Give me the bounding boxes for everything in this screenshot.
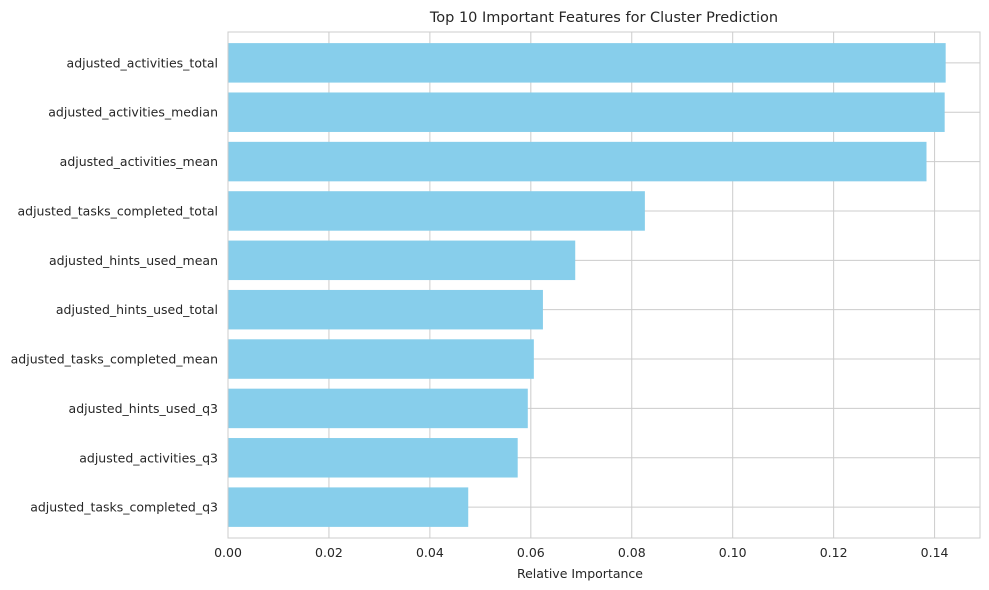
y-tick-label: adjusted_activities_median xyxy=(48,105,218,120)
x-tick-label: 0.14 xyxy=(921,545,949,560)
bar-adjusted-hints-used-q3 xyxy=(228,388,528,429)
y-tick-label: adjusted_activities_total xyxy=(67,55,218,70)
chart-title: Top 10 Important Features for Cluster Pr… xyxy=(429,10,778,26)
y-tick-label: adjusted_tasks_completed_total xyxy=(17,203,218,218)
x-tick-label: 0.12 xyxy=(820,545,848,560)
bars xyxy=(228,43,946,527)
plot-border xyxy=(227,31,981,539)
y-tick-label: adjusted_hints_used_total xyxy=(56,302,218,317)
x-tick-label: 0.06 xyxy=(517,545,545,560)
x-tick-labels: 0.00 0.02 0.04 0.06 0.08 0.10 0.12 0.14 xyxy=(214,545,948,560)
plot-frame xyxy=(227,31,981,539)
bar-adjusted-tasks-completed-q3 xyxy=(228,487,469,527)
bar-adjusted-tasks-completed-total xyxy=(228,191,645,231)
x-tick-label: 0.10 xyxy=(719,545,747,560)
y-tick-label: adjusted_activities_q3 xyxy=(79,450,218,465)
y-tick-label: adjusted_activities_mean xyxy=(60,154,218,169)
x-tick-label: 0.04 xyxy=(416,545,444,560)
x-tick-label: 0.02 xyxy=(315,545,343,560)
bar-adjusted-activities-mean xyxy=(228,141,927,182)
x-axis-title: Relative Importance xyxy=(517,566,643,581)
y-tick-label: adjusted_hints_used_mean xyxy=(49,253,218,268)
bar-adjusted-activities-median xyxy=(228,92,945,132)
y-tick-labels: adjusted_activities_total adjusted_activi… xyxy=(11,55,218,514)
bar-adjusted-tasks-completed-mean xyxy=(228,339,534,379)
bar-adjusted-hints-used-total xyxy=(228,289,543,330)
y-tick-label: adjusted_hints_used_q3 xyxy=(69,401,218,416)
x-tick-label: 0.08 xyxy=(618,545,646,560)
x-tick-label: 0.00 xyxy=(214,545,242,560)
bar-adjusted-activities-q3 xyxy=(228,438,518,478)
y-tick-label: adjusted_tasks_completed_mean xyxy=(11,352,218,367)
bar-adjusted-hints-used-mean xyxy=(228,240,576,281)
y-tick-label: adjusted_tasks_completed_q3 xyxy=(30,500,218,515)
bar-adjusted-activities-total xyxy=(228,43,946,83)
